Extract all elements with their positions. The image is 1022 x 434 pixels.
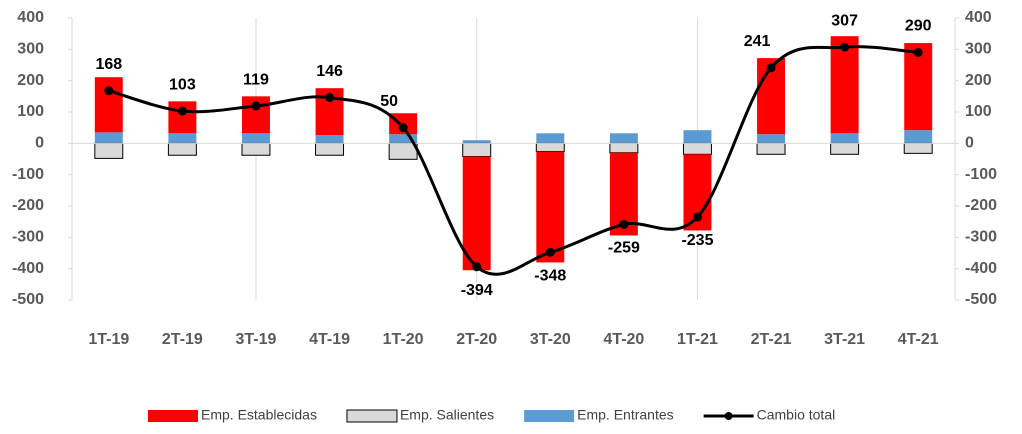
y-tick-label: -200	[12, 197, 44, 214]
line-point	[619, 219, 629, 229]
bar	[241, 142, 271, 156]
legend-label: Cambio total	[757, 407, 836, 423]
bar	[904, 43, 933, 131]
y-tick-label: -400	[12, 260, 44, 277]
y2-tick-label: -400	[965, 260, 997, 277]
bar	[683, 130, 712, 144]
line-point	[692, 212, 702, 222]
line-point	[325, 93, 335, 103]
bar	[757, 134, 786, 144]
line	[108, 45, 919, 276]
bar	[830, 36, 859, 134]
y-tick-label: -500	[12, 291, 44, 308]
line-point	[766, 63, 776, 73]
bar	[168, 133, 197, 144]
x-tick-label: 2T-21	[751, 331, 792, 348]
y-tick-label: 400	[17, 9, 44, 26]
bar	[241, 133, 270, 144]
data-label: 119	[243, 71, 269, 88]
y2-tick-label: 100	[965, 103, 992, 120]
y2-tick-label: -300	[965, 229, 997, 246]
x-tick-label: 3T-21	[824, 331, 865, 348]
x-tick-label: 2T-20	[456, 331, 497, 348]
bar	[94, 142, 124, 159]
bar	[94, 132, 123, 144]
bar	[536, 151, 565, 263]
x-tick-label: 3T-19	[235, 331, 276, 348]
bar	[462, 142, 492, 157]
legend-label: Emp. Salientes	[400, 407, 494, 423]
bar	[535, 142, 565, 152]
data-label: 103	[169, 76, 196, 93]
bar	[94, 77, 123, 133]
bar	[462, 156, 491, 271]
y-tick-label: -100	[12, 166, 44, 183]
line-point	[251, 101, 261, 111]
y2-tick-label: 300	[965, 41, 992, 58]
bar	[609, 142, 639, 154]
y2-tick-label: 0	[965, 135, 974, 152]
legend-swatch	[148, 410, 198, 422]
x-tick-label: 4T-20	[603, 331, 644, 348]
bar	[462, 140, 491, 144]
line-point	[398, 123, 408, 133]
bar	[389, 134, 418, 144]
line-point	[177, 106, 187, 116]
bar	[830, 133, 859, 144]
line-point	[840, 42, 850, 52]
data-label: 307	[831, 12, 858, 29]
legend-swatch	[524, 410, 575, 422]
y2-tick-label: 200	[965, 72, 992, 89]
data-label: -259	[608, 240, 640, 257]
bar	[167, 142, 197, 156]
data-label: -394	[461, 282, 493, 299]
legend-label: Emp. Establecidas	[201, 407, 317, 423]
bar	[609, 133, 638, 144]
x-tick-label: 1T-21	[677, 331, 718, 348]
y-tick-label: -300	[12, 229, 44, 246]
y-tick-label: 200	[17, 72, 44, 89]
x-tick-label: 2T-19	[162, 331, 203, 348]
data-label: 168	[95, 56, 122, 73]
x-tick-label: 1T-20	[383, 331, 424, 348]
data-label: -348	[534, 268, 566, 285]
x-tick-label: 3T-20	[530, 331, 571, 348]
y-tick-label: 0	[35, 135, 44, 152]
bar	[168, 101, 197, 134]
bar	[903, 142, 933, 154]
line-point	[472, 262, 482, 272]
bar	[904, 130, 933, 144]
legend-label: Emp. Entrantes	[577, 407, 674, 423]
x-tick-label: 4T-19	[309, 331, 350, 348]
bar	[830, 142, 860, 155]
data-label: 50	[380, 93, 398, 110]
bar	[536, 133, 565, 144]
bar	[682, 142, 712, 155]
data-label: 241	[744, 33, 771, 50]
data-label: 290	[905, 18, 932, 35]
line-point	[104, 86, 114, 96]
bar	[315, 142, 345, 156]
line-point	[913, 47, 923, 57]
y2-tick-label: 400	[965, 9, 992, 26]
y2-tick-label: -500	[965, 291, 997, 308]
line-point	[545, 247, 555, 257]
y2-tick-label: -100	[965, 166, 997, 183]
y2-tick-label: -200	[965, 197, 997, 214]
y-tick-label: 100	[17, 103, 44, 120]
legend-swatch	[346, 409, 398, 423]
x-tick-label: 4T-21	[898, 331, 939, 348]
legend-swatch	[724, 412, 733, 420]
x-tick-label: 1T-19	[88, 331, 129, 348]
bar	[756, 142, 786, 155]
data-label: 146	[316, 63, 343, 80]
bar	[388, 142, 418, 160]
data-label: -235	[681, 232, 713, 249]
bar	[315, 135, 344, 144]
y-tick-label: 300	[17, 41, 44, 58]
